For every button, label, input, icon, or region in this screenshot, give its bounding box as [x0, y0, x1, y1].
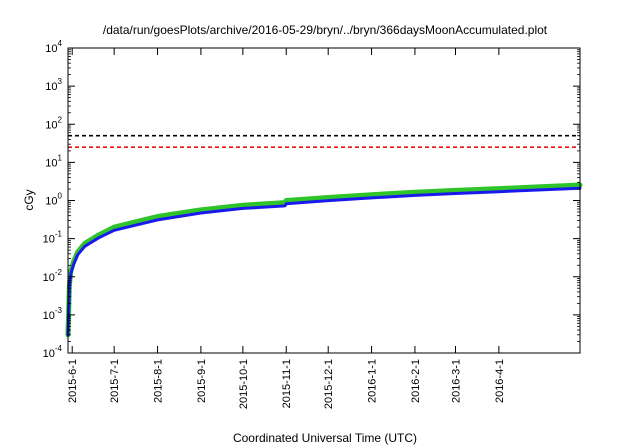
y-tick-label-exponent: 0: [58, 192, 63, 201]
y-tick-label-exponent: -4: [55, 344, 63, 353]
y-tick-label: 103: [45, 77, 62, 93]
y-tick-label-base: 10: [43, 234, 55, 246]
y-tick-label-base: 10: [45, 81, 57, 93]
y-tick-label: 102: [45, 115, 62, 131]
y-axis-label: cGy: [22, 189, 36, 210]
y-tick-label: 10-2: [43, 268, 63, 284]
y-tick-label-exponent: 4: [58, 39, 63, 48]
y-tick-label-exponent: -3: [55, 306, 63, 315]
y-tick-label-exponent: -2: [55, 268, 63, 277]
y-tick-label-exponent: 3: [58, 77, 63, 86]
y-tick-label-base: 10: [45, 196, 57, 208]
y-tick-label-base: 10: [45, 43, 57, 55]
y-tick-label-base: 10: [43, 348, 55, 360]
x-tick-label: 2016-2-1: [410, 359, 422, 403]
y-tick-label: 10-4: [43, 344, 63, 360]
x-tick-label: 2015-7-1: [109, 359, 121, 403]
y-tick-label: 10-1: [43, 230, 63, 246]
y-tick-label-exponent: 2: [58, 115, 63, 124]
y-tick-label-exponent: -1: [55, 230, 63, 239]
series-line-0: [65, 182, 583, 338]
y-tick-label-base: 10: [45, 119, 57, 131]
x-axis-label: Coordinated Universal Time (UTC): [233, 431, 417, 445]
x-tick-label: 2016-3-1: [451, 359, 463, 403]
y-tick-label: 101: [45, 153, 62, 169]
x-tick-label: 2015-6-1: [67, 359, 79, 403]
y-tick-label-base: 10: [43, 310, 55, 322]
y-tick-label-exponent: 1: [58, 153, 63, 162]
x-tick-label: 2015-10-1: [238, 359, 250, 409]
y-tick-label: 10-3: [43, 306, 63, 322]
chart-title: /data/run/goesPlots/archive/2016-05-29/b…: [103, 23, 548, 37]
y-tick-label: 104: [45, 39, 62, 55]
x-tick-label: 2016-4-1: [494, 359, 506, 403]
x-tick-label: 2015-9-1: [196, 359, 208, 403]
series-line-1: [66, 186, 582, 337]
x-tick-label: 2015-11-1: [281, 359, 293, 408]
x-tick-label: 2016-1-1: [367, 359, 379, 403]
y-tick-label: 100: [45, 192, 62, 208]
x-tick-label: 2015-8-1: [153, 359, 165, 403]
x-tick-label: 2015-12-1: [323, 359, 335, 409]
y-tick-label-base: 10: [45, 157, 57, 169]
y-tick-label-base: 10: [43, 272, 55, 284]
